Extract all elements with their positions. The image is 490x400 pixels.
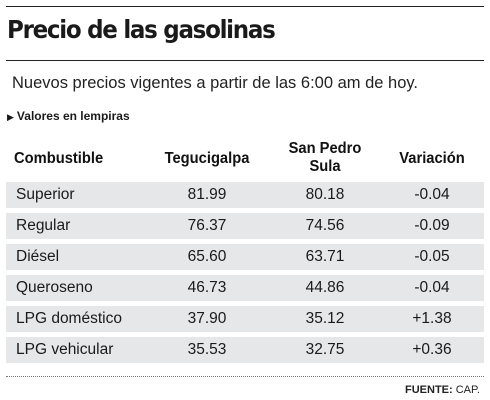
cell-san-pedro-sula-price: 44.86 bbox=[305, 279, 345, 296]
units-note-text: Valores en lempiras bbox=[16, 109, 130, 123]
chart-subtitle: Nuevos precios vigentes a partir de las … bbox=[12, 74, 418, 92]
cell-fuel-name: Queroseno bbox=[16, 279, 93, 296]
triangle-right-icon: ▶ bbox=[7, 112, 14, 122]
table-row: LPG vehicular 35.53 32.75 +0.36 bbox=[6, 337, 484, 363]
source-credit: FUENTE: CAP. bbox=[405, 384, 480, 396]
cell-tegucigalpa-price: 37.90 bbox=[187, 310, 227, 327]
chart-title: Precio de las gasolinas bbox=[7, 15, 276, 44]
cell-variation: -0.09 bbox=[414, 217, 450, 234]
cell-san-pedro-sula-price: 80.18 bbox=[305, 186, 345, 203]
table-row: Regular 76.37 74.56 -0.09 bbox=[6, 213, 484, 239]
cell-fuel-name: Diésel bbox=[16, 248, 60, 265]
table-row: Queroseno 46.73 44.86 -0.04 bbox=[6, 275, 484, 301]
cell-variation: +0.36 bbox=[412, 341, 452, 358]
cell-variation: -0.05 bbox=[414, 248, 450, 265]
column-header-variacion: Variación bbox=[399, 150, 465, 167]
source-text: CAP. bbox=[455, 384, 480, 396]
cell-variation: +1.38 bbox=[412, 310, 452, 327]
cell-variation: -0.04 bbox=[414, 186, 450, 203]
cell-variation: -0.04 bbox=[414, 279, 450, 296]
cell-tegucigalpa-price: 65.60 bbox=[187, 248, 227, 265]
price-table-body: Superior 81.99 80.18 -0.04 Regular 76.37 74.56… bbox=[6, 182, 484, 368]
cell-tegucigalpa-price: 76.37 bbox=[187, 217, 227, 234]
column-header-san-pedro-sula: San Pedro Sula bbox=[288, 140, 362, 175]
cell-fuel-name: Superior bbox=[16, 186, 75, 203]
top-rule bbox=[6, 6, 484, 7]
cell-san-pedro-sula-price: 35.12 bbox=[305, 310, 345, 327]
cell-fuel-name: Regular bbox=[16, 217, 71, 234]
cell-tegucigalpa-price: 35.53 bbox=[187, 341, 227, 358]
cell-san-pedro-sula-price: 74.56 bbox=[305, 217, 345, 234]
table-row: Diésel 65.60 63.71 -0.05 bbox=[6, 244, 484, 270]
column-header-tegucigalpa: Tegucigalpa bbox=[164, 150, 250, 167]
source-label: FUENTE: bbox=[405, 384, 453, 396]
units-note: ▶ Valores en lempiras bbox=[7, 109, 130, 123]
table-row: LPG doméstico 37.90 35.12 +1.38 bbox=[6, 306, 484, 332]
cell-tegucigalpa-price: 81.99 bbox=[187, 186, 227, 203]
bottom-rule bbox=[6, 376, 484, 377]
cell-san-pedro-sula-price: 32.75 bbox=[305, 341, 345, 358]
title-underline bbox=[6, 60, 484, 61]
cell-fuel-name: LPG vehicular bbox=[16, 341, 114, 358]
cell-tegucigalpa-price: 46.73 bbox=[187, 279, 227, 296]
cell-fuel-name: LPG doméstico bbox=[16, 310, 122, 327]
cell-san-pedro-sula-price: 63.71 bbox=[305, 248, 345, 265]
column-header-combustible: Combustible bbox=[14, 150, 104, 167]
table-row: Superior 81.99 80.18 -0.04 bbox=[6, 182, 484, 208]
